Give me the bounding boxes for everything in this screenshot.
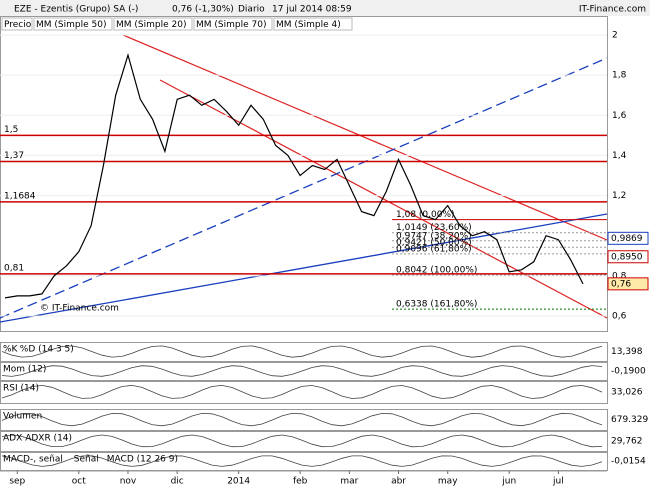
y-tick-label: 2 <box>612 31 618 41</box>
fib-label: 1,0149 (23,60%) <box>396 223 472 233</box>
fib-label: 0,9096 (61,80%) <box>396 244 472 254</box>
main-plot: 2 1,8 1,6 1,4 1,2 0,8 0,6 1,5 1,37 1,1684 0,81 1,08… <box>0 31 649 321</box>
panel-line <box>1 434 603 448</box>
main-frame <box>0 16 608 332</box>
trend-line <box>122 34 608 241</box>
legend-entry: MM (Simple 50) <box>36 20 106 30</box>
legend-entry: MM (Simple 70) <box>196 20 266 30</box>
panel-value: 33,026 <box>611 388 643 398</box>
level-label: 0,81 <box>4 263 24 273</box>
y-tick-label: 1,8 <box>612 71 627 81</box>
panel-label: %D (14 3 5) <box>20 345 74 355</box>
x-tick-label: feb <box>293 477 308 487</box>
legend-box <box>193 17 273 31</box>
legend-box <box>1 17 33 31</box>
price-tag-label: 0,76 <box>611 279 631 289</box>
x-tick-label: oct <box>72 477 86 487</box>
x-tick-label: sep <box>9 477 25 487</box>
header-bar <box>0 0 650 16</box>
datetime: 17 jul 2014 08:59 <box>272 5 352 15</box>
y-tick-label: 1,4 <box>612 151 627 161</box>
panel-label: RSI (14) <box>3 384 39 394</box>
price-line <box>4 52 584 299</box>
fib-label: 0,9421 (50,00%) <box>396 238 472 248</box>
y-tick-label: 0,8 <box>612 271 627 281</box>
title: EZE - Ezentis (Grupo) SA (-) <box>14 5 138 15</box>
panel-frame <box>0 362 608 381</box>
level-label: 1,37 <box>4 151 24 161</box>
panel-label: MACD-, señal <box>3 455 63 465</box>
legend: Precio MM (Simple 50) MM (Simple 20) MM (Si… <box>1 17 353 31</box>
legend-box <box>113 17 193 31</box>
panel-label: %K <box>3 345 19 355</box>
legend-entry: Precio <box>4 20 32 30</box>
legend-box <box>33 17 113 31</box>
fib-label: 0,9747 (38,20%) <box>396 231 472 241</box>
y-tick-label: 1,6 <box>612 111 627 121</box>
panel-line <box>1 412 603 427</box>
x-tick-label: abr <box>391 477 406 487</box>
x-tick-label: mar <box>340 477 358 487</box>
panel-value: 29,762 <box>611 437 643 447</box>
trend-line <box>0 57 608 319</box>
brand: IT-Finance.com <box>579 5 646 15</box>
panel-line <box>1 365 603 377</box>
x-tick-label: jun <box>501 477 516 487</box>
price-tag <box>607 277 649 291</box>
fib-label: 0,6338 (161,80%) <box>396 300 477 310</box>
price-tag <box>607 250 649 264</box>
legend-entry: MM (Simple 4) <box>276 20 341 30</box>
panel-line <box>1 455 603 467</box>
panel-label: MACD (12 26 9) <box>107 455 178 465</box>
x-tick-label: 2014 <box>227 477 250 487</box>
price-tag-label: 0,8950 <box>611 252 643 262</box>
y-tick-label: 1,2 <box>612 191 626 201</box>
y-tick-label: 0,6 <box>612 311 627 321</box>
panel-value: -0,0154 <box>611 457 646 467</box>
price: 0,76 (-1,30%) <box>172 5 234 15</box>
panel-line <box>1 345 603 358</box>
price-tag <box>607 231 649 245</box>
panel-value: 13,398 <box>611 347 643 357</box>
panel-value: -0,1900 <box>611 367 646 377</box>
level-label: 1,1684 <box>4 191 36 201</box>
panel-frame <box>0 342 608 362</box>
x-tick-label: jul <box>552 477 564 487</box>
panel-label: ADXR (14) <box>25 434 72 444</box>
indicator-panels: %K %D (14 3 5) 13,398 Mom (12) -0,1900 RSI (1… <box>0 342 648 471</box>
x-tick-label: may <box>438 477 458 487</box>
fib-label: 1,08 (0,00%) <box>396 210 455 220</box>
period: Diario <box>238 5 265 15</box>
panel-label: ADX <box>3 434 22 444</box>
x-tick-label: nov <box>120 477 137 487</box>
panel-label: Mom (12) <box>3 365 46 375</box>
panel-value: 679.329 <box>611 415 648 425</box>
price-tag-label: 0,9869 <box>611 234 643 244</box>
panel-label: Volumen <box>3 412 42 422</box>
legend-entry: MM (Simple 20) <box>116 20 186 30</box>
legend-box <box>273 17 353 31</box>
fib-label: 0,8042 (100,00%) <box>396 265 477 275</box>
panel-frame <box>0 409 608 431</box>
trend-line <box>0 213 608 323</box>
panel-frame <box>0 381 608 404</box>
panel-frame <box>0 431 608 452</box>
panel-label: Señal <box>74 455 99 465</box>
level-label: 1,5 <box>4 125 18 135</box>
panel-line <box>1 384 603 399</box>
watermark: © IT-Finance.com <box>40 304 119 314</box>
x-tick-label: dic <box>171 477 184 487</box>
